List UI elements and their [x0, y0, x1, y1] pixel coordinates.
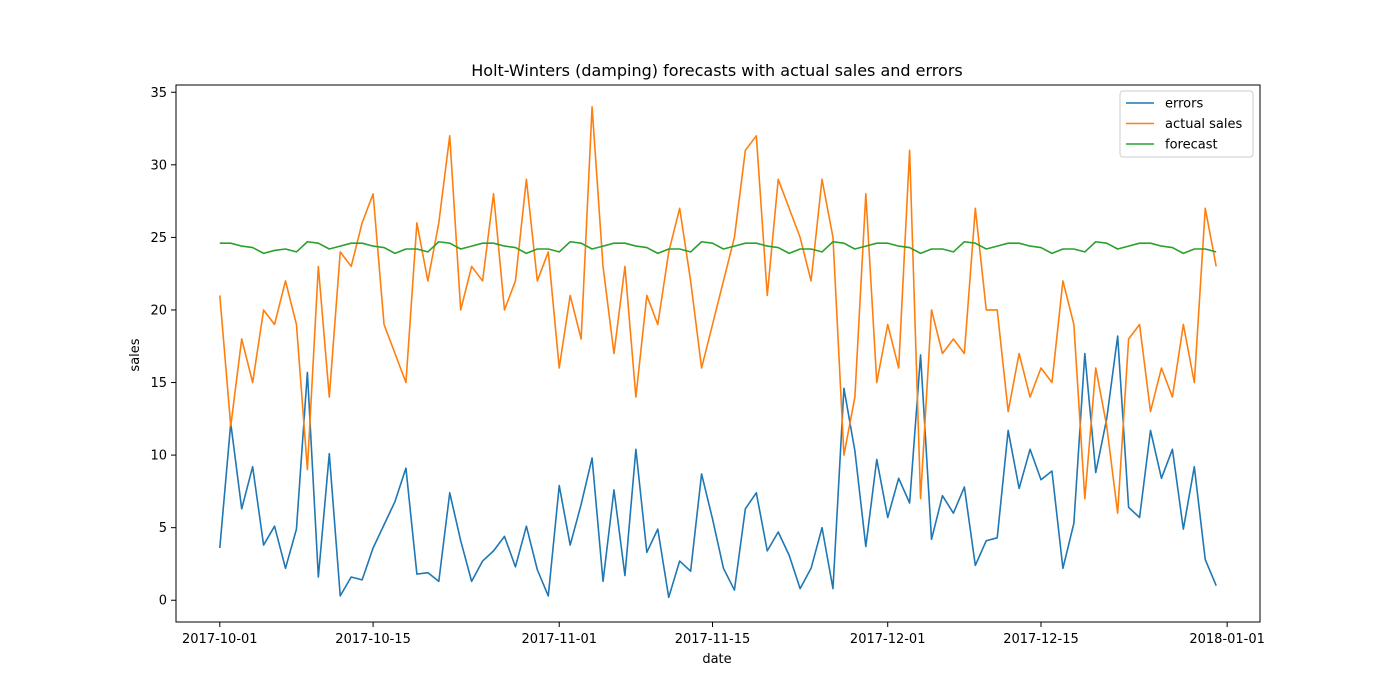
x-tick-label: 2017-12-01	[850, 632, 926, 647]
x-tick-label: 2017-11-01	[521, 632, 597, 647]
series-line-forecast	[219, 240, 1217, 255]
x-axis-label: date	[702, 652, 731, 667]
y-tick-label: 10	[150, 449, 167, 464]
y-tick-label: 20	[150, 303, 167, 318]
plot-area	[175, 84, 1261, 623]
legend-box	[1119, 90, 1254, 158]
legend-entry: actual sales	[1165, 117, 1243, 132]
y-tick-label: 15	[150, 376, 167, 391]
y-tick-label: 25	[150, 231, 167, 246]
x-axis: 2017-10-01 2017-10-15 2017-11-01 2017-11-15…	[182, 622, 1265, 647]
x-tick-label: 2018-01-01	[1189, 632, 1265, 647]
plot-frame	[175, 84, 1261, 623]
series-line-errors	[219, 335, 1217, 599]
legend-entry: forecast	[1165, 138, 1218, 153]
y-tick-label: 35	[150, 86, 167, 101]
legend: errors actual sales forecast	[1119, 90, 1254, 158]
x-tick-label: 2017-10-15	[335, 632, 411, 647]
legend-entry: errors	[1165, 97, 1203, 112]
x-tick-label: 2017-12-15	[1003, 632, 1079, 647]
series-line-actual-sales	[219, 105, 1217, 514]
chart-title: Holt-Winters (damping) forecasts with ac…	[471, 61, 962, 80]
y-axis: 0 5 10 15 20 25 30 35	[150, 86, 176, 609]
y-axis-label: sales	[128, 338, 143, 371]
y-tick-label: 0	[159, 594, 167, 609]
y-tick-label: 5	[159, 521, 167, 536]
x-tick-label: 2017-10-01	[182, 632, 258, 647]
series-lines	[219, 105, 1217, 599]
x-tick-label: 2017-11-15	[675, 632, 751, 647]
y-tick-label: 30	[150, 158, 167, 173]
